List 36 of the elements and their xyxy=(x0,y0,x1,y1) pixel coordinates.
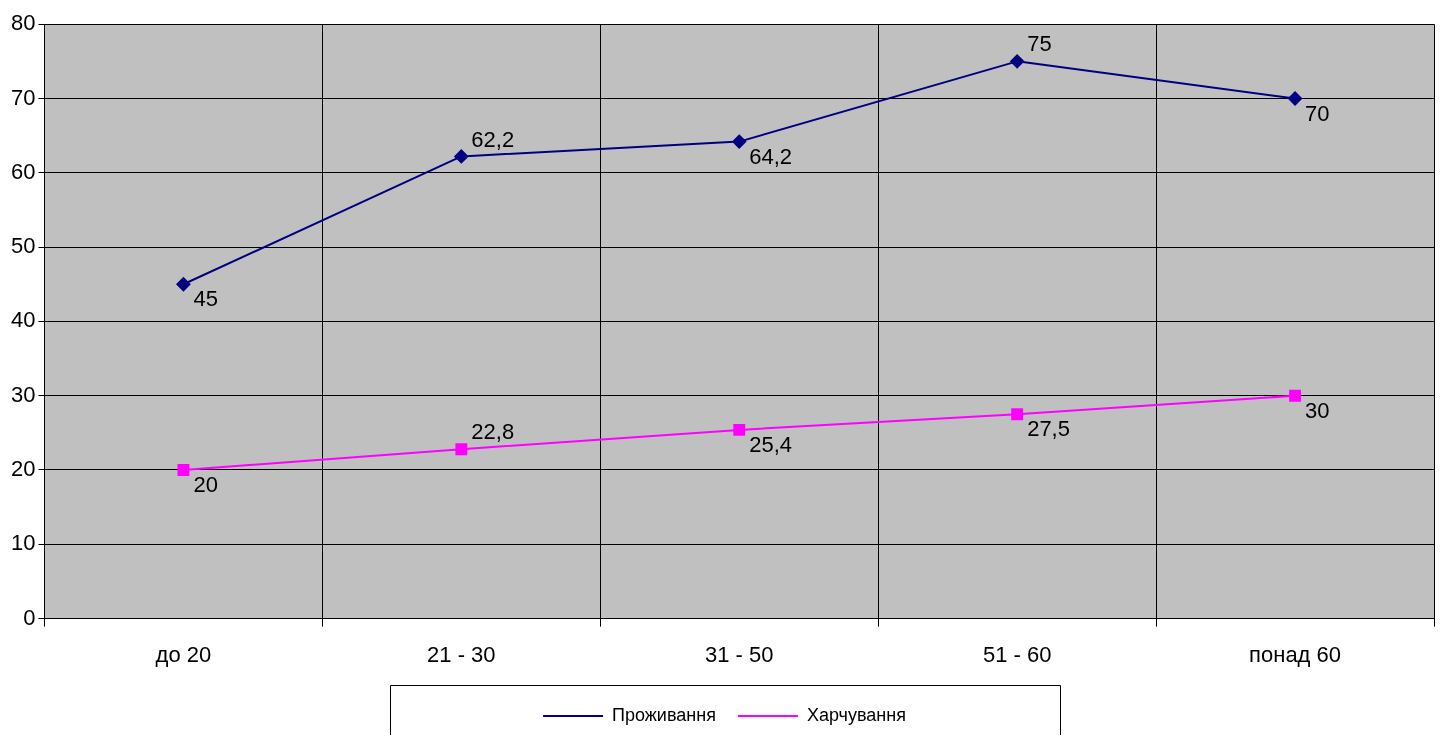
point xyxy=(455,443,468,456)
y-tick-label: 70 xyxy=(10,84,36,110)
data-label: 64,2 xyxy=(749,143,793,169)
point xyxy=(1011,408,1024,421)
y-tick-label: 40 xyxy=(10,307,36,333)
data-label: 27,5 xyxy=(1027,416,1070,442)
y-tick-label: 30 xyxy=(10,381,36,407)
y-tick-label: 60 xyxy=(10,158,36,184)
legend-label: Проживання xyxy=(612,704,716,725)
point xyxy=(732,134,747,149)
y-tick-label: 80 xyxy=(10,10,36,36)
data-label: 25,4 xyxy=(749,431,793,457)
y-tick-label: 10 xyxy=(10,530,36,556)
point xyxy=(176,277,191,292)
y-tick-label: 0 xyxy=(23,604,36,630)
point xyxy=(1288,91,1303,106)
y-tick-label: 20 xyxy=(10,456,36,482)
x-tick-label: 21 - 30 xyxy=(427,641,496,667)
point xyxy=(1289,389,1301,402)
x-tick-label: понад 60 xyxy=(1249,641,1342,667)
data-label: 45 xyxy=(193,286,218,312)
point xyxy=(454,149,469,164)
x-tick-label: 31 - 50 xyxy=(704,641,774,667)
point xyxy=(1010,54,1025,69)
y-tick-label: 50 xyxy=(10,233,36,259)
point xyxy=(733,423,746,436)
data-label: 22,8 xyxy=(471,419,515,445)
data-label: 30 xyxy=(1305,397,1330,423)
data-label: 70 xyxy=(1305,100,1330,126)
data-label: 75 xyxy=(1027,31,1052,57)
data-label: 20 xyxy=(193,472,218,498)
data-label: 62,2 xyxy=(471,126,515,152)
point xyxy=(177,464,190,476)
legend-label: Харчування xyxy=(806,704,906,725)
x-tick-label: до 20 xyxy=(155,641,212,667)
x-tick-label: 51 - 60 xyxy=(982,641,1052,667)
